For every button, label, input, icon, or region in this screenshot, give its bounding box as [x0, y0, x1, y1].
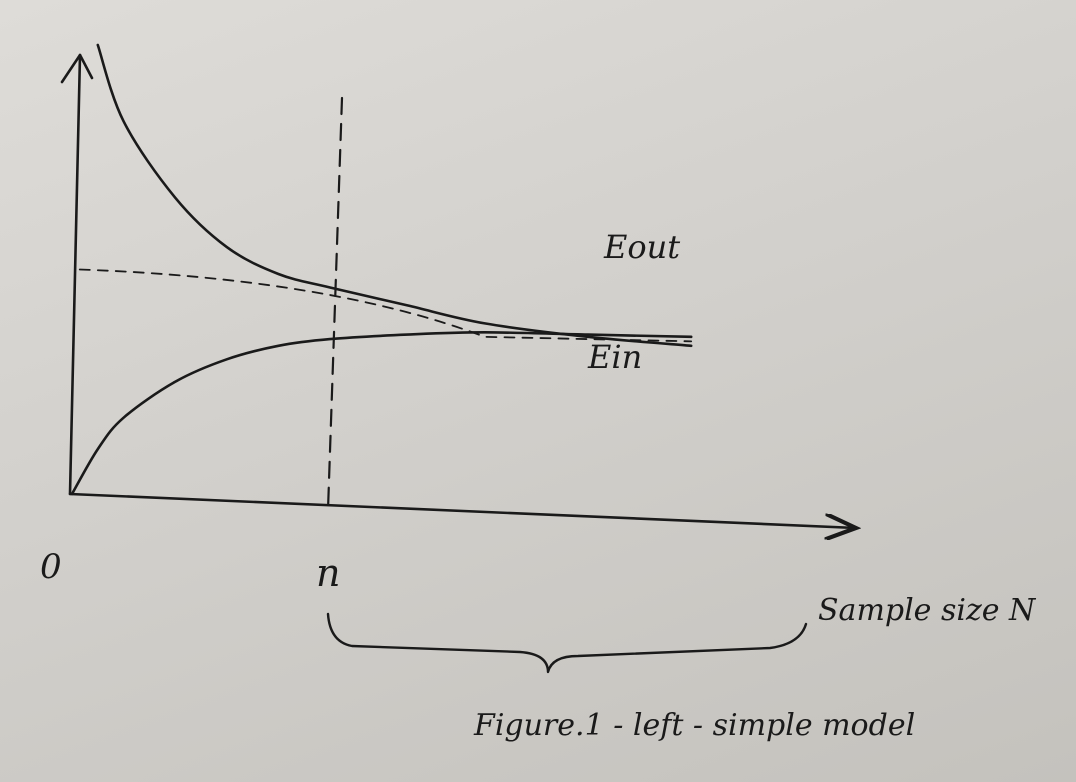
series-label-ein: Ein: [587, 338, 642, 376]
x-tick-label-0: 0: [40, 547, 62, 587]
series-line-ein: [70, 331, 693, 496]
range-brace: [326, 612, 808, 674]
series-label-eout: Eout: [603, 228, 680, 266]
x-tick-label-n: n: [316, 551, 340, 595]
series-line-eout: [96, 43, 693, 348]
vertical-dashed-marker-n: [326, 96, 344, 512]
x-axis: [68, 492, 856, 528]
y-axis: [68, 53, 82, 496]
figure-caption: Figure.1 - left - simple model: [473, 708, 915, 743]
asymptote-dashed-line: [78, 268, 693, 343]
y-axis-arrowhead: [60, 53, 94, 84]
x-axis-label: Sample size N: [818, 593, 1037, 628]
